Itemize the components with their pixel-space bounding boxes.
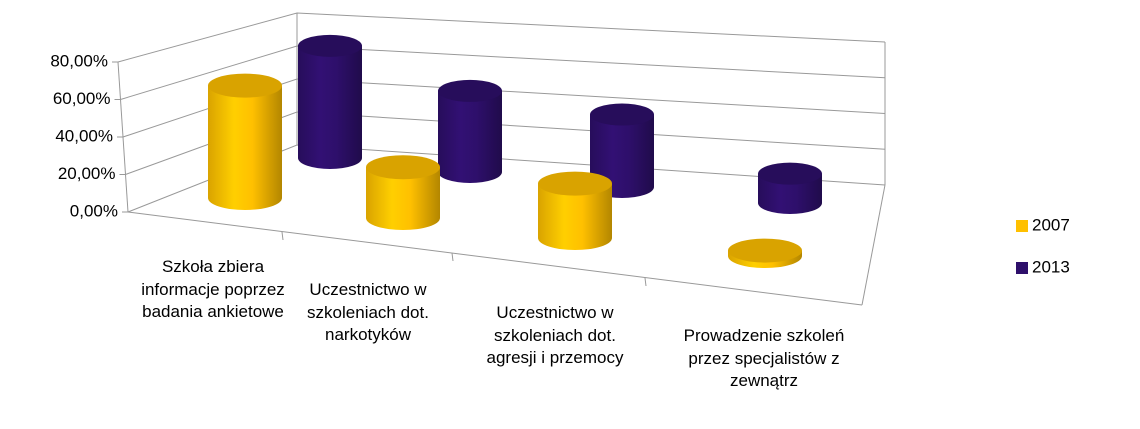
- cylinder: [438, 79, 502, 183]
- cylinder-body: [538, 183, 612, 250]
- cylinder-body: [758, 173, 822, 214]
- legend-swatch: [1016, 262, 1028, 274]
- y-tick-label: 60,00%: [53, 89, 111, 108]
- y-tick-label: 20,00%: [58, 164, 116, 183]
- floor-edge: [861, 184, 886, 306]
- cylinder: [298, 34, 362, 169]
- grid-line: [125, 111, 886, 175]
- cylinder-top: [728, 238, 802, 263]
- cylinder-top: [538, 171, 612, 196]
- grid-line: [117, 12, 886, 63]
- x-tick-label: Szkoła zbiera informacje poprzez badania…: [141, 257, 285, 321]
- floor-tick: [451, 252, 454, 262]
- cylinder-body: [208, 85, 282, 210]
- y-tick-label: 40,00%: [55, 126, 113, 145]
- grid-line: [122, 78, 886, 138]
- cylinder-top: [298, 34, 362, 57]
- cylinder-top: [438, 79, 502, 102]
- legend-label: 2013: [1032, 257, 1070, 276]
- floor-edge: [127, 211, 863, 306]
- floor-tick: [644, 277, 647, 287]
- cylinder-body: [298, 45, 362, 169]
- cylinder: [538, 171, 612, 250]
- grid-line: [127, 144, 886, 213]
- grid-line: [120, 45, 886, 100]
- legend-label: 2007: [1032, 215, 1070, 234]
- cylinder-top: [758, 162, 822, 185]
- cylinder: [366, 155, 440, 230]
- cylinder: [728, 238, 802, 268]
- cylinder-top: [590, 103, 654, 126]
- cylinder: [758, 162, 822, 214]
- x-tick-label: Uczestnictwo w szkoleniach dot. narkotyk…: [307, 280, 429, 344]
- legend-swatch: [1016, 220, 1028, 232]
- cylinder-body: [366, 167, 440, 230]
- x-tick-label: Prowadzenie szkoleń przez specjalistów z…: [683, 326, 845, 390]
- x-tick-label: Uczestnictwo w szkoleniach dot. agresji …: [486, 303, 624, 367]
- cylinder: [208, 73, 282, 210]
- cylinder-body: [438, 90, 502, 183]
- floor-tick: [281, 231, 284, 241]
- cylinder-top: [208, 73, 282, 98]
- y-tick-label: 80,00%: [50, 51, 108, 70]
- cylinder-top: [366, 155, 440, 180]
- y-axis: [117, 61, 129, 213]
- y-tick-label: 0,00%: [70, 201, 118, 220]
- walls: [127, 13, 886, 306]
